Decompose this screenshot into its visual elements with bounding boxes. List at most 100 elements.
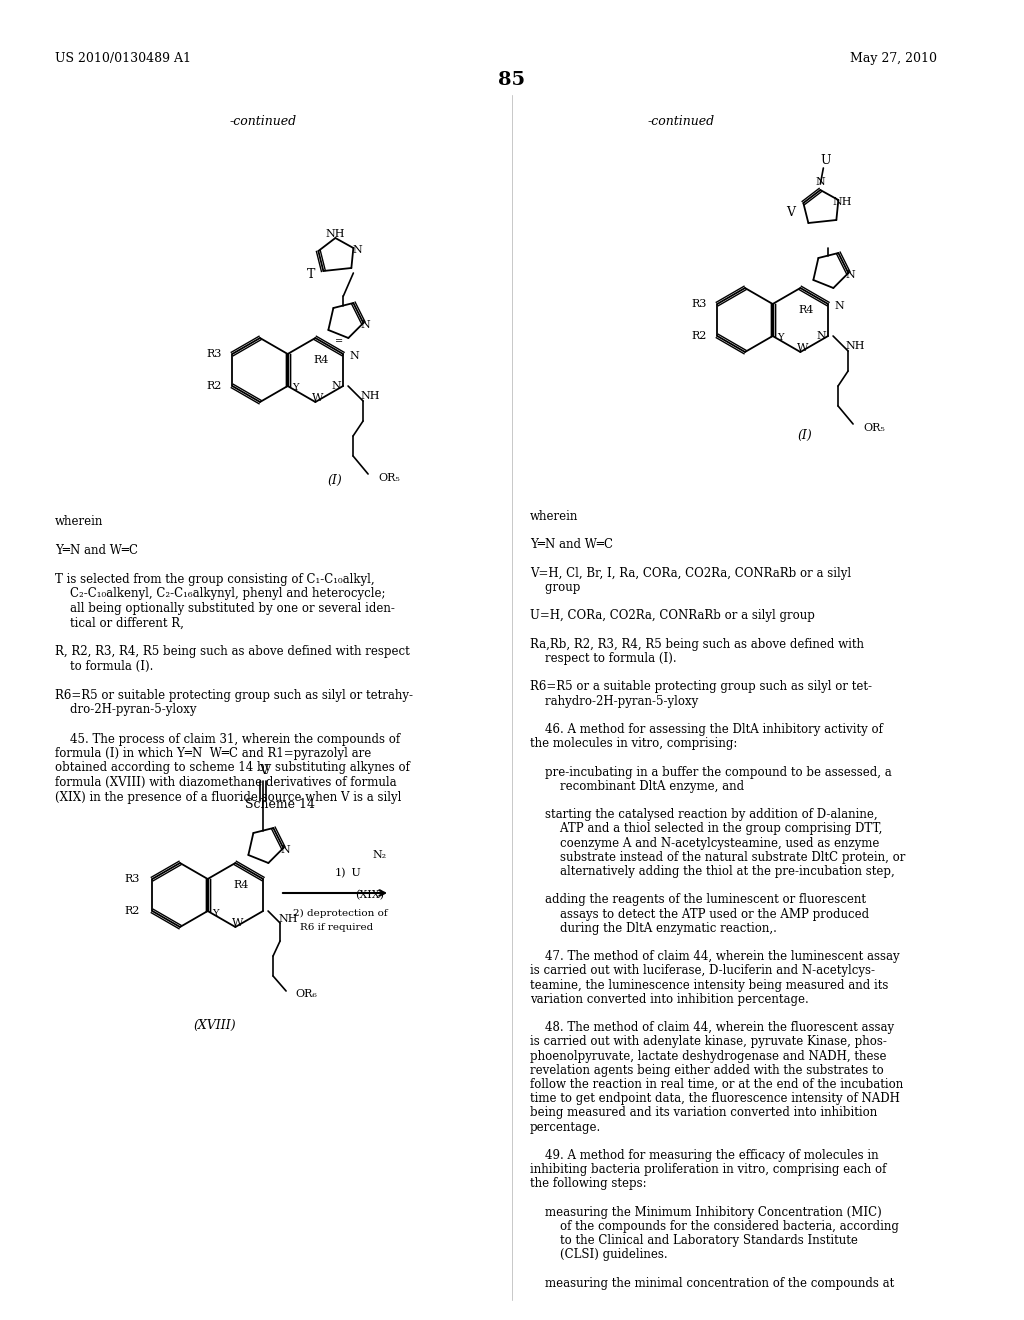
Text: measuring the minimal concentration of the compounds at: measuring the minimal concentration of t…: [530, 1276, 894, 1290]
Text: N: N: [332, 381, 341, 391]
Text: R4: R4: [313, 355, 329, 366]
Text: 48. The method of claim 44, wherein the fluorescent assay: 48. The method of claim 44, wherein the …: [530, 1022, 894, 1034]
Text: 45. The process of claim 31, wherein the compounds of: 45. The process of claim 31, wherein the…: [55, 733, 400, 746]
Text: NH: NH: [360, 391, 380, 401]
Text: OR₅: OR₅: [863, 422, 885, 433]
Text: W: W: [311, 393, 323, 403]
Text: dro-2H-pyran-5-yloxy: dro-2H-pyran-5-yloxy: [55, 704, 197, 717]
Text: (I): (I): [328, 474, 342, 487]
Text: (XIX): (XIX): [355, 890, 384, 900]
Text: Y: Y: [212, 908, 219, 917]
Text: NH: NH: [279, 913, 298, 924]
Text: N: N: [815, 177, 825, 187]
Text: R4: R4: [799, 305, 814, 315]
Text: N: N: [846, 271, 855, 280]
Text: 1): 1): [335, 867, 346, 878]
Text: group: group: [530, 581, 581, 594]
Text: wherein: wherein: [55, 515, 103, 528]
Text: U: U: [348, 869, 360, 878]
Text: teamine, the luminescence intensity being measured and its: teamine, the luminescence intensity bein…: [530, 978, 889, 991]
Text: R3: R3: [124, 874, 139, 884]
Text: R3: R3: [691, 300, 707, 309]
Text: N: N: [281, 845, 290, 855]
Text: respect to formula (I).: respect to formula (I).: [530, 652, 677, 665]
Text: ATP and a thiol selected in the group comprising DTT,: ATP and a thiol selected in the group co…: [530, 822, 883, 836]
Text: Y: Y: [293, 384, 299, 392]
Text: obtained according to scheme 14 by substituting alkynes of: obtained according to scheme 14 by subst…: [55, 762, 410, 775]
Text: 47. The method of claim 44, wherein the luminescent assay: 47. The method of claim 44, wherein the …: [530, 950, 900, 964]
Text: 2) deprotection of: 2) deprotection of: [293, 908, 388, 917]
Text: assays to detect the ATP used or the AMP produced: assays to detect the ATP used or the AMP…: [530, 908, 869, 920]
Text: all being optionally substituted by one or several iden-: all being optionally substituted by one …: [55, 602, 395, 615]
Text: (XVIII): (XVIII): [194, 1019, 237, 1031]
Text: -continued: -continued: [648, 115, 715, 128]
Text: of the compounds for the considered bacteria, according: of the compounds for the considered bact…: [530, 1220, 899, 1233]
Text: the following steps:: the following steps:: [530, 1177, 646, 1191]
Text: recombinant DltA enzyme, and: recombinant DltA enzyme, and: [530, 780, 744, 793]
Text: T: T: [307, 268, 315, 281]
Text: N₂: N₂: [373, 850, 387, 861]
Text: Scheme 14: Scheme 14: [245, 799, 315, 812]
Text: to formula (I).: to formula (I).: [55, 660, 154, 673]
Text: Y═N and W═C: Y═N and W═C: [55, 544, 138, 557]
Text: to the Clinical and Laboratory Standards Institute: to the Clinical and Laboratory Standards…: [530, 1234, 858, 1247]
Text: is carried out with luciferase, D-luciferin and N-acetylcys-: is carried out with luciferase, D-lucife…: [530, 965, 874, 977]
Text: adding the reagents of the luminescent or fluorescent: adding the reagents of the luminescent o…: [530, 894, 866, 907]
Text: R2: R2: [124, 906, 139, 916]
Text: NH: NH: [846, 341, 865, 351]
Text: 85: 85: [499, 71, 525, 88]
Text: OR₆: OR₆: [295, 989, 317, 999]
Text: (XIX) in the presence of a fluoride source when V is a silyl: (XIX) in the presence of a fluoride sour…: [55, 791, 401, 804]
Text: during the DltA enzymatic reaction,.: during the DltA enzymatic reaction,.: [530, 921, 777, 935]
Text: R2: R2: [691, 331, 707, 341]
Text: R6=R5 or a suitable protecting group such as silyl or tet-: R6=R5 or a suitable protecting group suc…: [530, 680, 872, 693]
Text: R6=R5 or suitable protecting group such as silyl or tetrahy-: R6=R5 or suitable protecting group such …: [55, 689, 413, 702]
Text: U=H, CORa, CO2Ra, CONRaRb or a silyl group: U=H, CORa, CO2Ra, CONRaRb or a silyl gro…: [530, 610, 815, 623]
Text: V: V: [259, 764, 268, 777]
Text: NH: NH: [833, 197, 852, 207]
Text: alternatively adding the thiol at the pre-incubation step,: alternatively adding the thiol at the pr…: [530, 865, 895, 878]
Text: =: =: [335, 338, 343, 346]
Text: N: N: [835, 301, 844, 312]
Text: R2: R2: [206, 381, 221, 391]
Text: Y═N and W═C: Y═N and W═C: [530, 539, 613, 552]
Text: C₂-C₁₀alkenyl, C₂-C₁₆alkynyl, phenyl and heterocycle;: C₂-C₁₀alkenyl, C₂-C₁₆alkynyl, phenyl and…: [55, 587, 385, 601]
Text: US 2010/0130489 A1: US 2010/0130489 A1: [55, 51, 191, 65]
Text: W: W: [797, 343, 808, 352]
Text: N: N: [816, 331, 826, 341]
Text: 46. A method for assessing the DltA inhibitory activity of: 46. A method for assessing the DltA inhi…: [530, 723, 883, 737]
Text: percentage.: percentage.: [530, 1121, 601, 1134]
Text: measuring the Minimum Inhibitory Concentration (MIC): measuring the Minimum Inhibitory Concent…: [530, 1205, 882, 1218]
Text: time to get endpoint data, the fluorescence intensity of NADH: time to get endpoint data, the fluoresce…: [530, 1092, 900, 1105]
Text: V: V: [785, 206, 795, 219]
Text: May 27, 2010: May 27, 2010: [850, 51, 937, 65]
Text: 49. A method for measuring the efficacy of molecules in: 49. A method for measuring the efficacy …: [530, 1148, 879, 1162]
Text: tical or different R,: tical or different R,: [55, 616, 184, 630]
Text: coenzyme A and N-acetylcysteamine, used as enzyme: coenzyme A and N-acetylcysteamine, used …: [530, 837, 880, 850]
Text: N: N: [352, 246, 362, 255]
Text: follow the reaction in real time, or at the end of the incubation: follow the reaction in real time, or at …: [530, 1078, 903, 1092]
Text: is carried out with adenylate kinase, pyruvate Kinase, phos-: is carried out with adenylate kinase, py…: [530, 1035, 887, 1048]
Text: (I): (I): [798, 429, 812, 441]
Text: starting the catalysed reaction by addition of D-alanine,: starting the catalysed reaction by addit…: [530, 808, 878, 821]
Text: pre-incubating in a buffer the compound to be assessed, a: pre-incubating in a buffer the compound …: [530, 766, 892, 779]
Text: NH: NH: [326, 228, 345, 239]
Text: W: W: [231, 917, 243, 928]
Text: OR₅: OR₅: [378, 473, 399, 483]
Text: (CLSI) guidelines.: (CLSI) guidelines.: [530, 1249, 668, 1262]
Text: R4: R4: [233, 880, 249, 890]
Text: Ra,Rb, R2, R3, R4, R5 being such as above defined with: Ra,Rb, R2, R3, R4, R5 being such as abov…: [530, 638, 864, 651]
Text: R6 if required: R6 if required: [300, 924, 374, 932]
Text: inhibiting bacteria proliferation in vitro, comprising each of: inhibiting bacteria proliferation in vit…: [530, 1163, 887, 1176]
Text: U: U: [820, 153, 830, 166]
Text: wherein: wherein: [530, 510, 579, 523]
Text: R, R2, R3, R4, R5 being such as above defined with respect: R, R2, R3, R4, R5 being such as above de…: [55, 645, 410, 659]
Text: phoenolpyruvate, lactate deshydrogenase and NADH, these: phoenolpyruvate, lactate deshydrogenase …: [530, 1049, 887, 1063]
Text: the molecules in vitro, comprising:: the molecules in vitro, comprising:: [530, 737, 737, 750]
Text: R3: R3: [206, 348, 221, 359]
Text: being measured and its variation converted into inhibition: being measured and its variation convert…: [530, 1106, 878, 1119]
Text: variation converted into inhibition percentage.: variation converted into inhibition perc…: [530, 993, 809, 1006]
Text: substrate instead of the natural substrate DltC protein, or: substrate instead of the natural substra…: [530, 851, 905, 863]
Text: formula (I) in which Y═N  W═C and R1=pyrazolyl are: formula (I) in which Y═N W═C and R1=pyra…: [55, 747, 372, 760]
Text: T is selected from the group consisting of C₁-C₁₀alkyl,: T is selected from the group consisting …: [55, 573, 375, 586]
